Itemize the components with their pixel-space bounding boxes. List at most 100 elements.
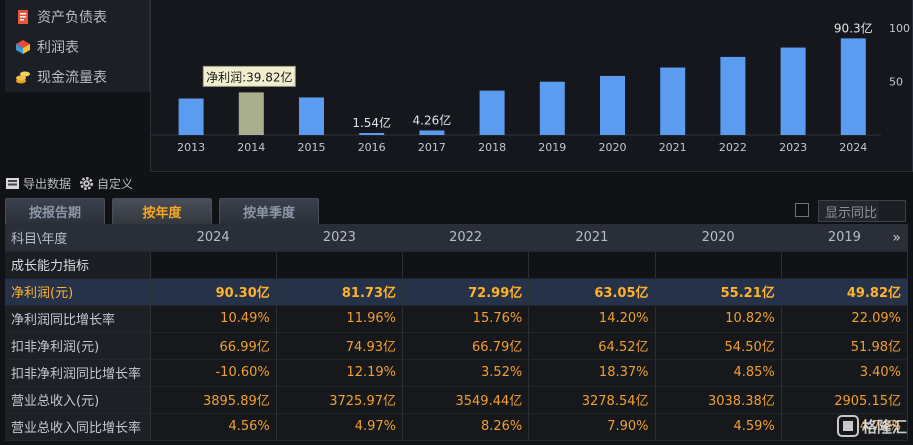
balance-sheet-icon [15,9,31,25]
export-label: 导出数据 [23,176,72,191]
table-row[interactable]: 扣非净利润(元) 66.99亿 74.93亿 66.79亿 64.52亿 54.… [5,332,909,360]
cell-value: 51.98亿 [781,332,909,360]
yoy-checkbox[interactable] [795,203,809,217]
table-row[interactable]: 净利润(元) 90.30亿 81.73亿 72.99亿 63.05亿 55.21… [5,278,909,306]
watermark-logo: 格隆汇 [836,415,907,437]
cell-value: 72.99亿 [402,278,530,306]
logo-icon [836,415,859,437]
year-header: 2022 [402,224,530,252]
row-label: 扣非净利润(元) [5,332,151,360]
menu-item-cash-flow[interactable]: 现金流量表 [5,63,150,91]
tab-by-year[interactable]: 按年度 [112,198,212,224]
cell-value: 12.19% [276,359,404,387]
gear-icon [79,176,94,191]
menu-item-income-statement[interactable]: 利润表 [5,33,150,61]
tab-by-quarter[interactable]: 按单季度 [219,198,319,224]
cell-value: -10.60% [150,359,277,387]
cell-value: 63.05亿 [528,278,656,306]
export-data-button[interactable]: 导出数据 [5,175,71,192]
show-yoy-button[interactable]: 显示同比 [818,200,906,222]
cell-value: 66.79亿 [402,332,530,360]
tooltip-text: 净利润:39.82亿 [206,69,292,84]
year-header-last: 2019 » [781,224,909,252]
bar-2016 [359,133,385,135]
bar-value-label: 90.3亿 [834,20,873,35]
toolbar: 导出数据 自定义 [5,172,141,194]
row-label: 净利润同比增长率 [5,305,151,333]
cell-value: 3895.89亿 [150,386,277,414]
cell-value: 22.09% [781,305,909,333]
cell-value: 54.50亿 [655,332,782,360]
cell-value: 64.52亿 [528,332,656,360]
section-row: 成长能力指标 [5,251,909,279]
section-title: 成长能力指标 [5,251,151,279]
dropdown-icon [879,201,905,221]
menu-item-label: 利润表 [37,40,79,56]
cell-value: 81.73亿 [276,278,404,306]
cell-value: 3038.38亿 [655,386,782,414]
cell-value: 3.40% [781,359,909,387]
bar-value-label: 1.54亿 [352,115,391,130]
x-tick-label: 2016 [358,141,386,154]
cell-value: 3.52% [402,359,530,387]
cell-value: 4.74% [781,413,909,441]
x-tick-label: 2020 [599,141,627,154]
cell-value: 66.99亿 [150,332,277,360]
cell-value: 74.93亿 [276,332,404,360]
cell-value: 15.76% [402,305,530,333]
row-label: 营业总收入同比增长率 [5,413,151,441]
year-header: 2019 [827,229,861,245]
cell-value: 11.96% [276,305,404,333]
year-header: 2020 [655,224,782,252]
corner-header: 科目\年度 [5,224,151,252]
x-tick-label: 2022 [719,141,747,154]
customize-button[interactable]: 自定义 [79,175,133,192]
y-tick-label: 50 [889,76,903,89]
cell-value: 8.26% [402,413,530,441]
bar-2013 [178,98,204,135]
cell-value: 14.20% [528,305,656,333]
double-chevron-right-icon[interactable]: » [892,230,901,246]
x-tick-label: 2017 [418,141,446,154]
cell-value: 10.82% [655,305,782,333]
tab-by-report-period[interactable]: 按报告期 [5,198,105,224]
bar-2018 [479,90,505,135]
cell-value: 10.49% [150,305,277,333]
cell-value: 4.59% [655,413,782,441]
bar-2014 [238,92,264,135]
table-row[interactable]: 扣非净利润同比增长率 -10.60% 12.19% 3.52% 18.37% 4… [5,359,909,387]
row-label: 扣非净利润同比增长率 [5,359,151,387]
x-tick-label: 2019 [538,141,566,154]
customize-label: 自定义 [97,176,134,191]
bar-2022 [720,56,746,136]
table-row[interactable]: 营业总收入(元) 3895.89亿 3725.97亿 3549.44亿 3278… [5,386,909,414]
cell-value: 3549.44亿 [402,386,530,414]
cell-value: 90.30亿 [150,278,277,306]
cell-value: 4.85% [655,359,782,387]
bar-2020 [600,75,625,135]
bar-2021 [660,67,686,135]
cell-value: 7.90% [528,413,656,441]
x-tick-label: 2024 [839,141,867,154]
watermark-text: 格隆汇 [861,417,907,436]
cell-value: 4.97% [276,413,404,441]
table-row[interactable]: 净利润同比增长率 10.49% 11.96% 15.76% 14.20% 10.… [5,305,909,333]
x-tick-label: 2014 [237,141,265,154]
year-header: 2021 [528,224,656,252]
table-header-row: 科目\年度 2024 2023 2022 2021 2020 2019 » [5,224,909,252]
bar-2015 [299,97,324,135]
x-tick-label: 2021 [659,141,687,154]
menu-item-label: 现金流量表 [37,70,107,86]
financial-table: 科目\年度 2024 2023 2022 2021 2020 2019 » 成长… [5,224,909,441]
bar-chart: 50 100 2013 2014 2015 2016 2017 2018 2019 2020 202… [151,20,910,154]
bar-2023 [780,47,806,135]
cell-value: 18.37% [528,359,656,387]
cell-value: 55.21亿 [655,278,782,306]
table-row[interactable]: 营业总收入同比增长率 4.56% 4.97% 8.26% 7.90% 4.59%… [5,413,909,441]
row-label: 净利润(元) [5,278,151,306]
cell-value: 2905.15亿 [781,386,909,414]
period-tabs: 按报告期 按年度 按单季度 [5,198,326,224]
menu-item-balance-sheet[interactable]: 资产负债表 [5,3,150,31]
year-header: 2023 [276,224,404,252]
x-tick-label: 2023 [779,141,807,154]
